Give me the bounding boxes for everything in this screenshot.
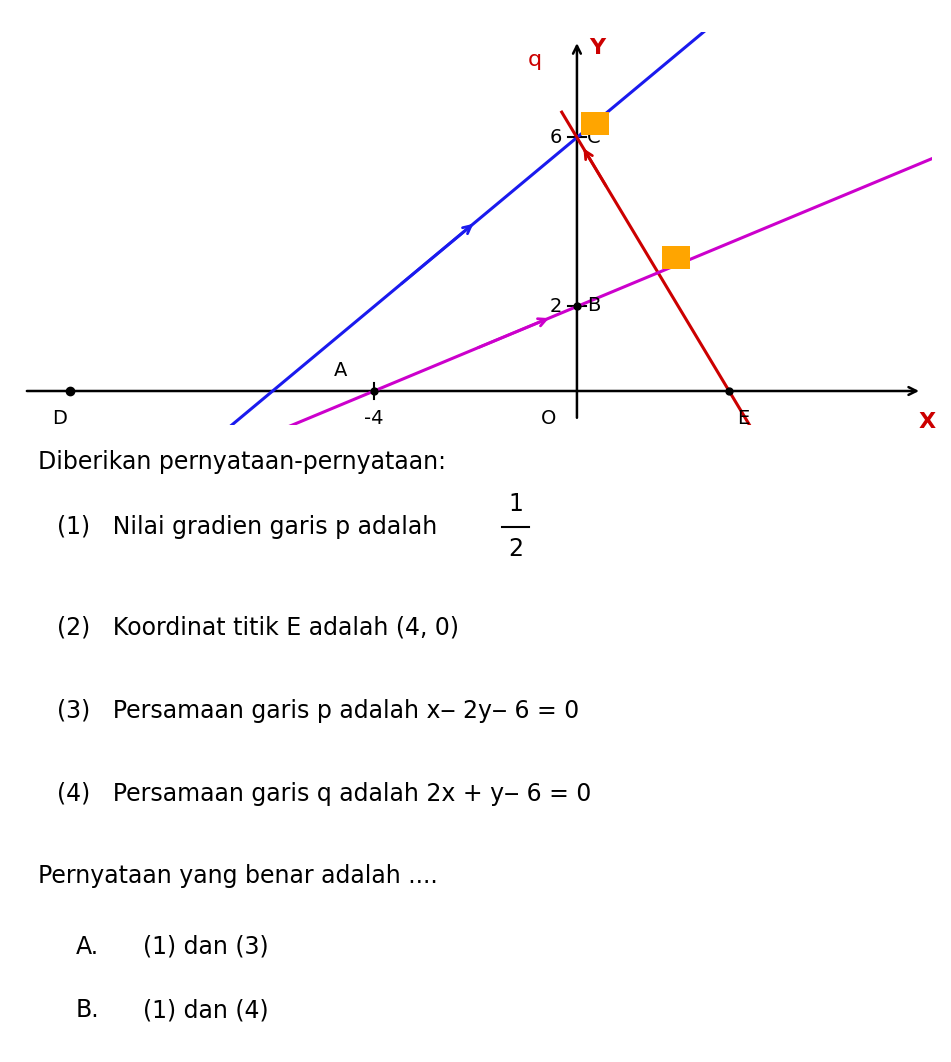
Text: 1: 1 [508,492,523,516]
Bar [581,113,609,135]
Text: C: C [587,129,601,147]
Text: A: A [334,361,347,380]
Text: (1)   Nilai gradien garis p adalah: (1) Nilai gradien garis p adalah [57,515,445,538]
Text: (1) dan (3): (1) dan (3) [143,935,268,959]
Text: -4: -4 [364,409,384,428]
Text: (4)   Persamaan garis q adalah 2x + y‒ 6 = 0: (4) Persamaan garis q adalah 2x + y‒ 6 =… [57,782,592,806]
Text: (1) dan (4): (1) dan (4) [143,998,268,1023]
Text: X: X [919,412,936,432]
Text: E: E [737,409,749,428]
Text: 2: 2 [508,537,523,562]
Text: (2)   Koordinat titik E adalah (4, 0): (2) Koordinat titik E adalah (4, 0) [57,616,459,640]
Text: q: q [527,50,541,70]
Text: B: B [587,295,600,314]
Text: 2: 2 [550,297,562,316]
Text: Pernyataan yang benar adalah ....: Pernyataan yang benar adalah .... [38,864,437,889]
Text: D: D [52,409,67,428]
Text: A.: A. [76,935,99,959]
Bar [662,246,690,270]
Text: B.: B. [76,998,100,1023]
Text: Y: Y [590,38,606,58]
Text: (3)   Persamaan garis p adalah x‒ 2y‒ 6 = 0: (3) Persamaan garis p adalah x‒ 2y‒ 6 = … [57,699,579,723]
Text: Diberikan pernyataan-pernyataan:: Diberikan pernyataan-pernyataan: [38,450,446,475]
Text: O: O [541,409,556,428]
Text: 6: 6 [550,129,562,147]
